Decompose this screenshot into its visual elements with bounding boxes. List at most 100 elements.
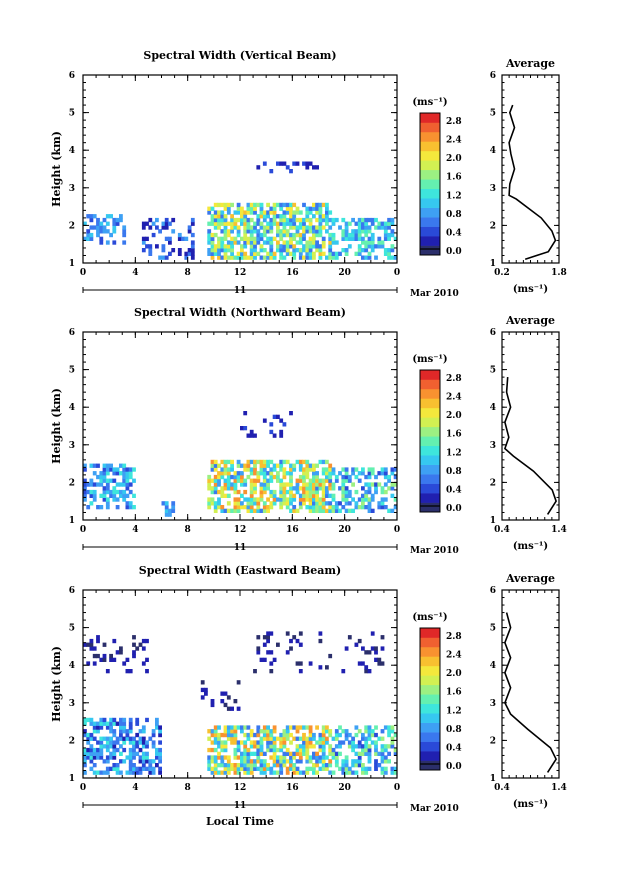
heatmap-cell: [220, 474, 225, 480]
heatmap-cell: [390, 217, 395, 223]
heatmap-cell: [292, 251, 297, 256]
heatmap-cell: [92, 725, 97, 730]
heatmap-cell: [256, 236, 261, 241]
heatmap-cell: [374, 759, 378, 764]
heatmap-cell: [112, 478, 117, 483]
heatmap-cell: [210, 236, 215, 241]
heatmap-cell: [318, 486, 323, 491]
profile-y-tick-label: 1: [490, 516, 496, 526]
heatmap-cell: [83, 770, 87, 775]
heatmap-cell: [89, 732, 94, 738]
heatmap-cell: [334, 240, 339, 245]
colorbar-unit: (ms⁻¹): [412, 97, 447, 108]
heatmap-cell: [256, 165, 261, 170]
heatmap-cell: [109, 736, 113, 741]
heatmap-cell: [246, 725, 251, 730]
heatmap-cell: [259, 467, 264, 472]
heatmap-cell: [390, 486, 395, 491]
heatmap-cell: [155, 751, 159, 756]
heatmap-cell: [83, 729, 87, 734]
x-tick-label: 0: [394, 783, 400, 793]
heatmap-cell: [344, 732, 349, 738]
heatmap-cell: [361, 505, 365, 510]
heatmap-cell: [305, 766, 310, 771]
heatmap-cell: [226, 221, 231, 226]
heatmap-cell: [262, 232, 267, 238]
heatmap-cell: [266, 471, 270, 476]
heatmap-cell: [364, 747, 369, 753]
heatmap-cell: [266, 486, 270, 491]
heatmap-cell: [249, 232, 254, 238]
heatmap-cell: [377, 505, 382, 510]
heatmap-cell: [236, 505, 241, 510]
heatmap-cell: [99, 493, 104, 498]
heatmap-cell: [347, 474, 352, 480]
heatmap-cell: [128, 467, 133, 472]
heatmap-cell: [256, 759, 261, 764]
heatmap-cell: [370, 729, 375, 734]
heatmap-cell: [253, 229, 257, 234]
heatmap-cell: [321, 508, 326, 513]
heatmap-cell: [279, 736, 284, 741]
heatmap-cell: [282, 482, 287, 487]
heatmap-cell: [112, 721, 117, 726]
x-tick-label: 8: [185, 783, 191, 793]
heatmap-cell: [246, 501, 251, 506]
heatmap-cell: [285, 232, 290, 238]
y-tick-label: 5: [69, 109, 75, 119]
heatmap-cell: [223, 763, 228, 768]
heatmap-cell: [213, 736, 218, 741]
heatmap-cell: [285, 217, 290, 223]
colorbar-segment: [420, 113, 440, 123]
heatmap-cell: [308, 493, 313, 498]
heatmap-cell: [318, 766, 323, 771]
heatmap-cell: [312, 225, 316, 230]
heatmap-cell: [302, 225, 306, 230]
heatmap-cell: [105, 482, 110, 487]
heatmap-cell: [302, 732, 306, 738]
heatmap-cell: [155, 244, 159, 249]
heatmap-cell: [305, 240, 310, 245]
heatmap-cell: [96, 740, 100, 745]
heatmap-cell: [367, 669, 372, 674]
heatmap-cell: [243, 251, 248, 256]
heatmap-cell: [367, 747, 372, 753]
heatmap-cell: [393, 770, 398, 775]
heatmap-cell: [357, 755, 362, 760]
heatmap-cell: [387, 744, 391, 749]
heatmap-cell: [328, 471, 333, 476]
heatmap-cell: [115, 497, 120, 502]
heatmap-cell: [223, 236, 228, 241]
heatmap-cell: [246, 217, 251, 223]
heatmap-cell: [89, 493, 94, 498]
heatmap-cell: [122, 721, 127, 726]
heatmap-cell: [328, 751, 333, 756]
heatmap-cell: [158, 755, 162, 760]
heatmap-cell: [223, 770, 228, 775]
heatmap-cell: [92, 489, 97, 495]
profile-x-tick-label: 1.4: [551, 525, 567, 535]
heatmap-cell: [109, 729, 113, 734]
heatmap-cell: [328, 225, 333, 230]
heatmap-cell: [122, 661, 127, 666]
heatmap-cell: [236, 706, 241, 711]
heatmap-cell: [226, 202, 231, 208]
heatmap-cell: [243, 225, 248, 230]
heatmap-cell: [256, 217, 261, 223]
heatmap-cell: [341, 766, 346, 771]
x-tick-label: 4: [132, 525, 138, 535]
heatmap-cell: [210, 206, 215, 211]
heatmap-cell: [302, 248, 306, 253]
heatmap-cell: [105, 669, 110, 674]
heatmap-cell: [282, 471, 287, 476]
heatmap-cell: [217, 240, 221, 245]
heatmap-cell: [122, 467, 127, 472]
heatmap-cell: [272, 725, 277, 730]
heatmap-cell: [99, 755, 104, 760]
heatmap-cell: [233, 221, 238, 226]
heatmap-cell: [96, 635, 100, 640]
heatmap-cell: [361, 497, 365, 502]
heatmap-cell: [302, 740, 306, 745]
heatmap-cell: [259, 471, 264, 476]
heatmap-cell: [282, 161, 287, 166]
